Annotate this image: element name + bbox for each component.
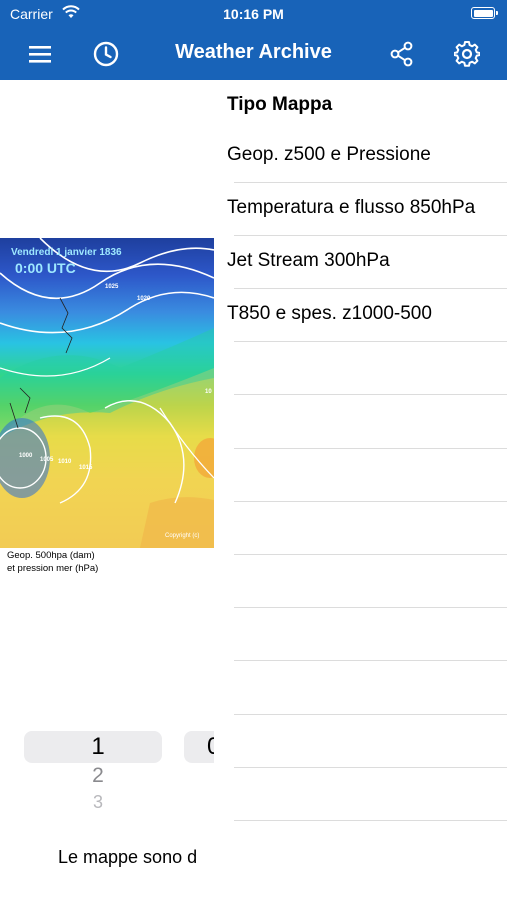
picker-row[interactable]: 3 bbox=[92, 792, 103, 812]
separator bbox=[234, 554, 507, 555]
map-time-label: 0:00 UTC bbox=[15, 260, 76, 276]
weather-map-image[interactable]: Vendredi 1 janvier 1836 0:00 UTC 1025 10… bbox=[0, 238, 214, 548]
wifi-icon bbox=[62, 5, 80, 22]
separator bbox=[234, 820, 507, 821]
separator bbox=[234, 501, 507, 502]
isobar-label: 1025 bbox=[105, 284, 119, 290]
separator bbox=[234, 235, 507, 236]
status-bar: Carrier 10:16 PM bbox=[0, 0, 507, 28]
isobar-label: 1020 bbox=[137, 296, 151, 302]
menu-item-label: Jet Stream 300hPa bbox=[227, 250, 390, 271]
isobar-label: 1015 bbox=[79, 465, 93, 471]
picker-row[interactable]: 2 bbox=[92, 764, 104, 787]
map-copyright: Copyright (c) bbox=[165, 533, 200, 539]
separator bbox=[234, 341, 507, 342]
map-caption-line: Geop. 500hpa (dam) bbox=[7, 550, 95, 561]
separator bbox=[234, 394, 507, 395]
isobar-label: 1010 bbox=[58, 459, 72, 465]
map-caption-line: et pression mer (hPa) bbox=[7, 563, 99, 574]
menu-item-jet-stream[interactable]: Jet Stream 300hPa bbox=[214, 235, 507, 288]
separator bbox=[234, 660, 507, 661]
navigation-bar: Weather Archive bbox=[0, 28, 507, 80]
picker-selection-highlight bbox=[24, 731, 162, 763]
separator bbox=[234, 767, 507, 768]
menu-item-label: Temperatura e flusso 850hPa bbox=[227, 197, 476, 218]
separator bbox=[234, 288, 507, 289]
menu-item-label: Geop. z500 e Pressione bbox=[227, 144, 431, 165]
hamburger-menu-icon[interactable] bbox=[25, 39, 55, 69]
carrier-label: Carrier bbox=[10, 6, 53, 22]
share-icon[interactable] bbox=[387, 39, 417, 69]
isobar-label: 1005 bbox=[40, 457, 54, 463]
menu-item-label: T850 e spes. z1000-500 bbox=[227, 303, 432, 324]
clock-icon[interactable] bbox=[91, 39, 121, 69]
status-time: 10:16 PM bbox=[223, 6, 284, 22]
picker-row[interactable]: 1 bbox=[91, 733, 105, 760]
separator bbox=[234, 607, 507, 608]
menu-item-geop-z500[interactable]: Geop. z500 e Pressione bbox=[214, 129, 507, 182]
info-text: Le mappe sono d bbox=[58, 847, 198, 867]
isobar-label: 10 bbox=[205, 389, 212, 395]
menu-item-t850-spes[interactable]: T850 e spes. z1000-500 bbox=[214, 288, 507, 341]
map-type-menu: Tipo Mappa Geop. z500 e Pressione Temper… bbox=[214, 80, 507, 900]
map-date-label: Vendredi 1 janvier 1836 bbox=[11, 247, 122, 258]
menu-item-temperatura-850[interactable]: Temperatura e flusso 850hPa bbox=[214, 182, 507, 235]
separator bbox=[234, 714, 507, 715]
menu-header: Tipo Mappa bbox=[227, 94, 333, 115]
battery-icon bbox=[471, 7, 498, 19]
isobar-label: 1000 bbox=[19, 453, 33, 459]
separator bbox=[234, 448, 507, 449]
separator bbox=[234, 182, 507, 183]
page-title: Weather Archive bbox=[175, 41, 332, 63]
map-caption: Geop. 500hpa (dam) et pression mer (hPa) bbox=[7, 549, 98, 575]
gear-icon[interactable] bbox=[452, 39, 482, 69]
